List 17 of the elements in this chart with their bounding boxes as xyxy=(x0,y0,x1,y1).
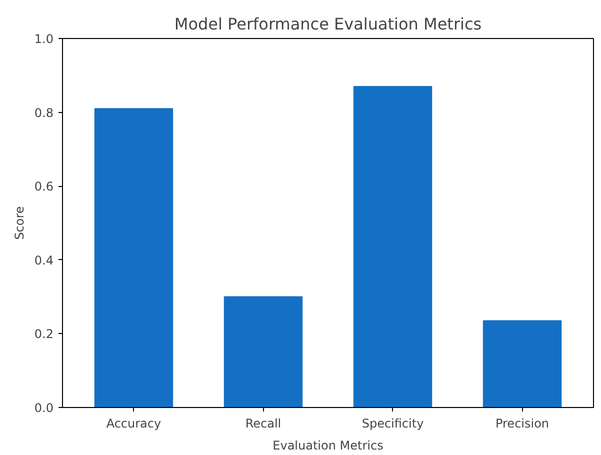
x-tick-label: Specificity xyxy=(362,416,424,430)
y-tick-label: 0.0 xyxy=(34,401,54,415)
y-axis-title: Score xyxy=(12,206,26,240)
bar xyxy=(353,86,432,408)
x-tick-label: Accuracy xyxy=(106,416,162,430)
chart-title: Model Performance Evaluation Metrics xyxy=(174,14,482,34)
x-tick-label: Precision xyxy=(495,416,550,430)
y-tick-label: 0.2 xyxy=(34,327,54,342)
y-tick-label: 0.4 xyxy=(34,253,54,268)
x-axis-title: Evaluation Metrics xyxy=(272,438,384,452)
x-tick-label: Recall xyxy=(245,416,282,430)
y-tick-label: 0.8 xyxy=(34,106,54,120)
bar xyxy=(94,108,174,408)
bar xyxy=(224,296,303,408)
y-tick-label: 1.0 xyxy=(34,32,54,46)
y-tick-label: 0.6 xyxy=(34,180,54,194)
bar xyxy=(482,320,562,408)
